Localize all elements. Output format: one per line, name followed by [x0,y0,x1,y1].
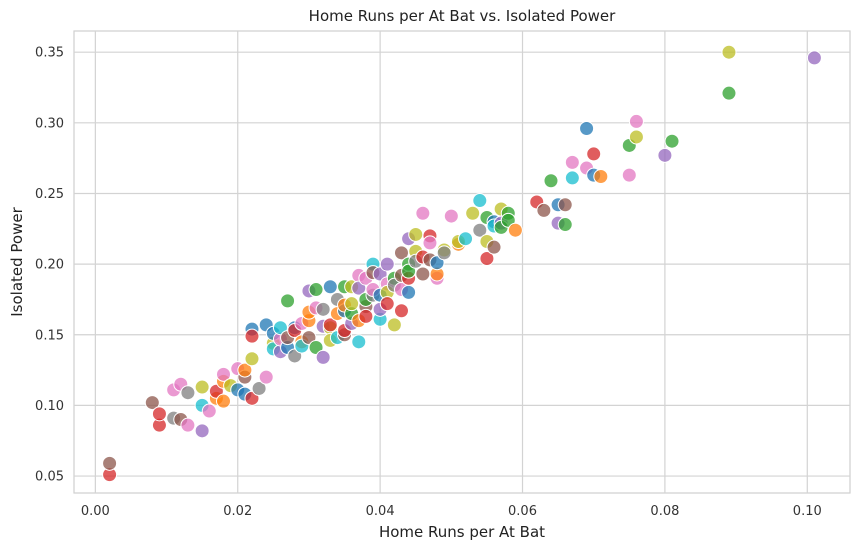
y-tick-label: 0.30 [35,116,64,131]
scatter-point [415,266,431,282]
scatter-point [379,296,395,312]
data-points [102,44,822,483]
scatter-point [322,279,338,295]
y-tick-label: 0.15 [35,328,64,343]
x-tick-label: 0.08 [650,504,679,519]
y-axis-ticks: 0.05 0.10 0.15 0.20 0.25 0.30 0.35 [35,46,64,485]
scatter-point [358,308,374,324]
scatter-point [244,351,260,367]
scatter-point [194,423,210,439]
grid [74,31,850,493]
scatter-point [664,133,680,149]
plot-area [73,30,851,494]
y-tick-label: 0.25 [35,187,64,202]
scatter-point [628,129,644,145]
scatter-point [180,417,196,433]
scatter-point [401,284,417,300]
scatter-point [102,455,118,471]
scatter-point [479,250,495,266]
scatter-point [472,193,488,209]
scatter-point [308,282,324,298]
scatter-point [194,379,210,395]
scatter-point [280,293,296,309]
scatter-point [244,328,260,344]
scatter-point [507,222,523,238]
scatter-point [564,154,580,170]
y-tick-label: 0.20 [35,258,64,273]
y-tick-label: 0.35 [35,46,64,61]
scatter-point [536,202,552,218]
y-tick-label: 0.05 [35,470,64,485]
scatter-point [216,393,232,409]
x-axis-ticks: 0.00 0.02 0.04 0.06 0.08 0.10 [81,504,822,519]
scatter-point [322,317,338,333]
scatter-point [721,44,737,60]
scatter-point [806,50,822,66]
x-tick-label: 0.02 [223,504,252,519]
scatter-point [422,235,438,251]
x-tick-label: 0.04 [366,504,395,519]
scatter-point [657,147,673,163]
scatter-point [628,113,644,129]
y-tick-label: 0.10 [35,399,64,414]
scatter-point [151,406,167,422]
scatter-point [258,369,274,385]
scatter-point [351,334,367,350]
scatter-point [144,395,160,411]
scatter-point [180,385,196,401]
scatter-point [201,403,217,419]
scatter-point [543,173,559,189]
scatter-point [621,167,637,183]
scatter-point [415,205,431,221]
scatter-point [344,296,360,312]
scatter-point [564,170,580,186]
x-axis-label: Home Runs per At Bat [379,523,545,541]
scatter-point [237,362,253,378]
scatter-point [216,366,232,382]
scatter-point [586,146,602,162]
scatter-point [393,303,409,319]
scatter-point [251,380,267,396]
scatter-point [486,239,502,255]
scatter-point [458,231,474,247]
scatter-point [408,226,424,242]
scatter-point [721,85,737,101]
x-tick-label: 0.00 [81,504,110,519]
scatter-point [579,120,595,136]
scatter-point [443,208,459,224]
scatter-point [472,222,488,238]
chart-title: Home Runs per At Bat vs. Isolated Power [309,7,616,25]
scatter-point [557,217,573,233]
y-axis-label: Isolated Power [8,206,26,316]
scatter-point [593,169,609,185]
scatter-point [315,301,331,317]
scatter-point [315,349,331,365]
scatter-point [465,205,481,221]
scatter-point [436,245,452,261]
scatter-point [386,317,402,333]
x-tick-label: 0.10 [793,504,822,519]
scatter-point [379,256,395,272]
x-tick-label: 0.06 [508,504,537,519]
scatter-point [557,197,573,213]
